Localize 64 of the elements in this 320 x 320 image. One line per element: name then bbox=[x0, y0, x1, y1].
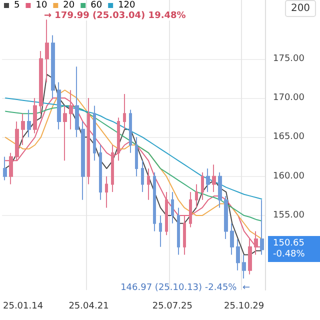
candlestick bbox=[254, 230, 258, 256]
candlestick bbox=[99, 144, 102, 200]
candlestick bbox=[21, 113, 25, 146]
candlestick bbox=[45, 19, 49, 83]
candlestick bbox=[63, 105, 67, 162]
annotation: → 179.99 (25.03.04) 19.48% bbox=[44, 11, 186, 21]
candlestick bbox=[147, 168, 150, 200]
candlestick bbox=[135, 136, 138, 177]
candlestick bbox=[201, 172, 204, 200]
candlestick bbox=[260, 199, 264, 256]
candlestick bbox=[51, 34, 55, 98]
y-tick-label: 175.00 bbox=[273, 54, 305, 64]
line-series bbox=[4, 105, 263, 222]
candlestick bbox=[15, 120, 19, 162]
candlestick bbox=[9, 152, 13, 185]
legend-label: 5 bbox=[14, 0, 20, 10]
y-tick-label: 165.00 bbox=[273, 132, 305, 142]
candlestick bbox=[212, 164, 216, 193]
candlestick bbox=[189, 192, 192, 228]
legend-label: 10 bbox=[36, 0, 48, 10]
y-tick-label: 170.00 bbox=[273, 92, 305, 103]
line-series bbox=[4, 97, 263, 200]
candlestick bbox=[171, 192, 174, 224]
candlestick bbox=[236, 238, 240, 271]
y-tick-label: 155.00 bbox=[273, 210, 305, 221]
x-tick-label: 25.01.14 bbox=[2, 302, 44, 312]
candlestick bbox=[87, 97, 90, 185]
x-tick-label: 25.04.21 bbox=[68, 302, 109, 312]
candlestick bbox=[81, 120, 85, 200]
candlestick bbox=[224, 195, 228, 240]
x-tick-label: 25.10.29 bbox=[224, 302, 264, 312]
legend-label: 60 bbox=[90, 0, 102, 10]
candlestick bbox=[206, 168, 210, 193]
candlestick bbox=[242, 254, 246, 279]
candlestick bbox=[75, 66, 79, 138]
candlestick bbox=[27, 109, 31, 138]
candlestick bbox=[105, 176, 108, 208]
candlestick bbox=[3, 156, 7, 181]
candlestick bbox=[195, 184, 198, 208]
candlestick bbox=[177, 207, 180, 256]
candlestick bbox=[39, 50, 43, 114]
candlestick bbox=[159, 215, 162, 248]
candlestick bbox=[117, 117, 120, 162]
candlestick bbox=[111, 144, 114, 193]
x-tick-label: 25.07.25 bbox=[152, 302, 192, 312]
candlestick bbox=[33, 97, 37, 134]
annotation: 146.97 (25.10.13) -2.45% ← bbox=[120, 283, 250, 293]
candlestick bbox=[123, 94, 126, 130]
candlestick bbox=[230, 222, 234, 256]
text: 150.65 -0.48% bbox=[273, 238, 306, 260]
candlestick bbox=[141, 160, 144, 193]
candlestick bbox=[248, 238, 252, 275]
candlestick bbox=[93, 105, 96, 162]
candlestick bbox=[129, 109, 132, 154]
candlestick bbox=[165, 192, 168, 236]
legend-label: 20 bbox=[63, 0, 75, 10]
candlestick bbox=[218, 172, 222, 208]
candlestick bbox=[153, 172, 156, 232]
y-tick-label: 160.00 bbox=[273, 171, 305, 182]
legend-label: 120 bbox=[118, 0, 136, 10]
candlestick bbox=[183, 215, 186, 256]
candlestick bbox=[69, 90, 73, 130]
text: 200 bbox=[290, 3, 310, 14]
candlestick bbox=[57, 82, 61, 130]
